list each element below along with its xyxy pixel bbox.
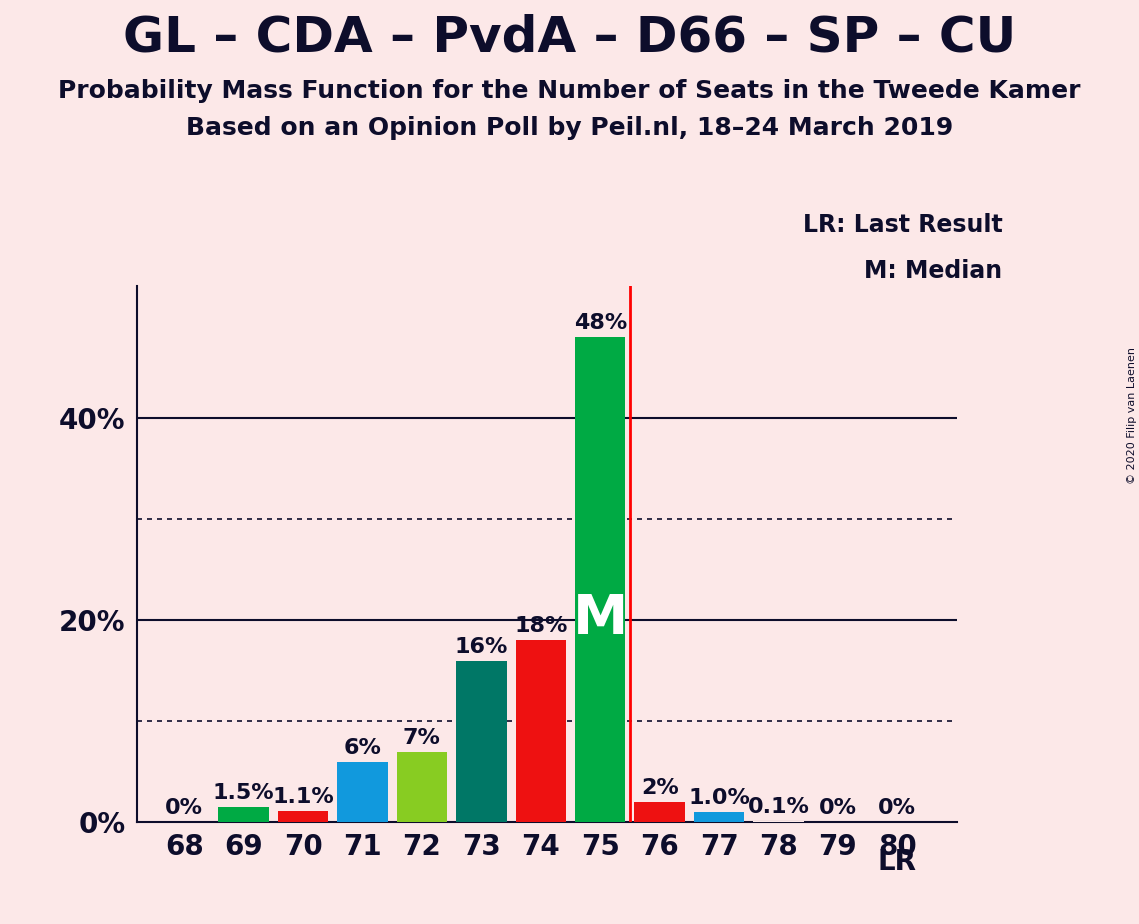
Text: M: M [573,591,628,646]
Text: 0%: 0% [819,798,857,819]
Text: Based on an Opinion Poll by Peil.nl, 18–24 March 2019: Based on an Opinion Poll by Peil.nl, 18–… [186,116,953,140]
Bar [634,802,685,822]
Text: M: Median: M: Median [865,259,1002,283]
Text: © 2020 Filip van Laenen: © 2020 Filip van Laenen [1126,347,1137,484]
Text: 48%: 48% [574,313,626,333]
Text: GL – CDA – PvdA – D66 – SP – CU: GL – CDA – PvdA – D66 – SP – CU [123,14,1016,62]
Text: 0%: 0% [165,798,203,819]
Text: 1.1%: 1.1% [272,787,334,808]
Bar [516,640,566,822]
Text: Probability Mass Function for the Number of Seats in the Tweede Kamer: Probability Mass Function for the Number… [58,79,1081,103]
Text: 0%: 0% [878,798,917,819]
Text: 1.0%: 1.0% [688,788,749,808]
Text: 1.5%: 1.5% [213,784,274,803]
Bar [337,761,387,822]
Text: 0.1%: 0.1% [747,797,810,818]
Text: 7%: 7% [403,727,441,748]
Bar [278,811,328,822]
Text: 18%: 18% [514,616,567,637]
Bar [575,337,625,822]
Text: 2%: 2% [641,778,679,798]
Bar [219,808,269,822]
Bar [753,821,804,822]
Text: 6%: 6% [344,737,382,758]
Bar [396,751,448,822]
Text: 16%: 16% [454,637,508,657]
Bar [456,661,507,822]
Bar [694,812,744,822]
Text: LR: Last Result: LR: Last Result [803,213,1002,237]
Text: LR: LR [878,847,917,876]
